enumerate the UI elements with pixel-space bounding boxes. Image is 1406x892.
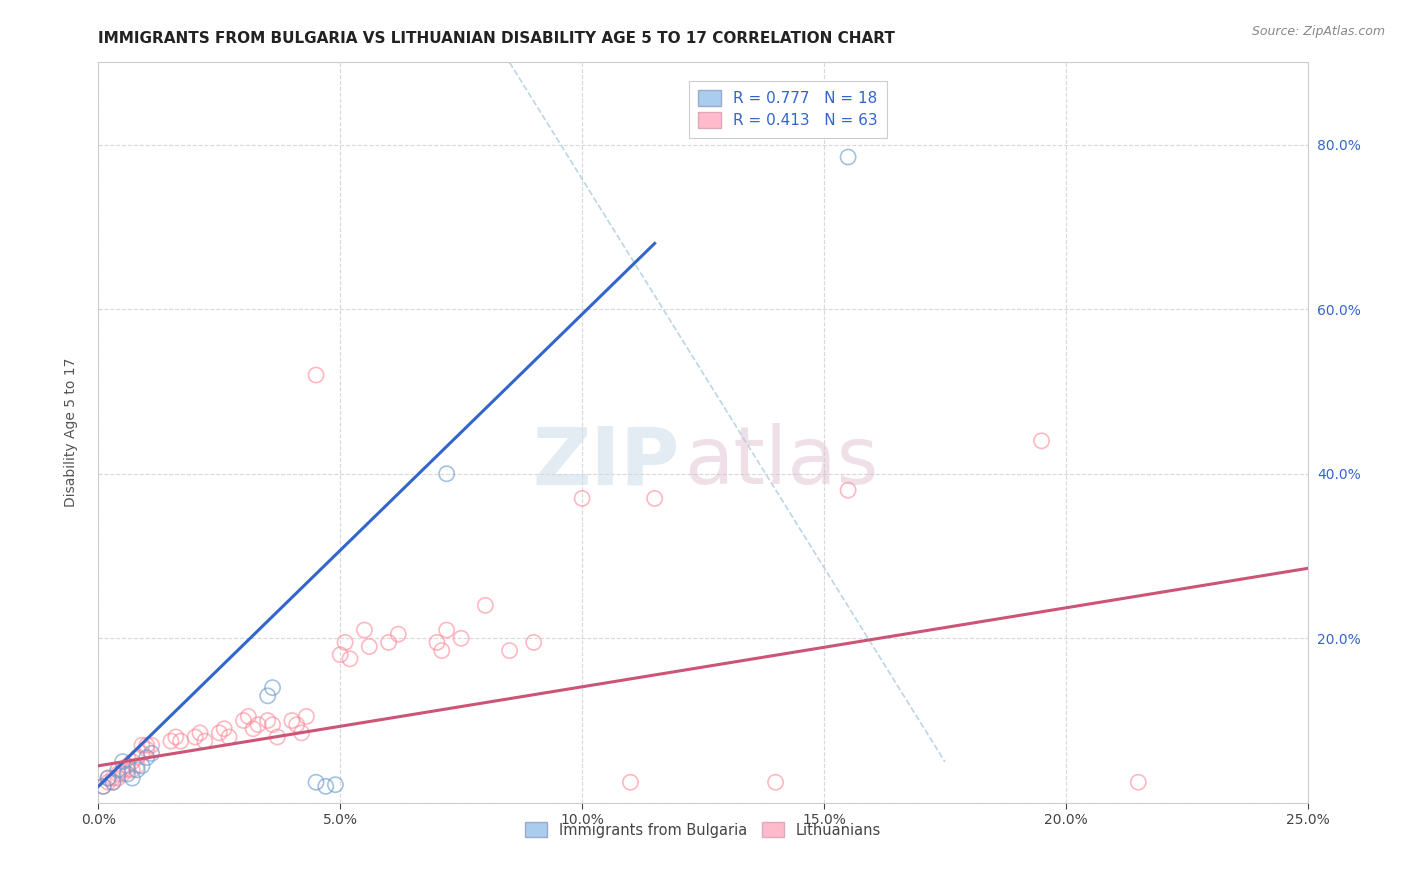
Point <box>247 717 270 731</box>
Point <box>232 714 254 728</box>
Point <box>474 599 496 613</box>
Point <box>325 778 347 792</box>
Point <box>218 730 240 744</box>
Point <box>135 750 157 764</box>
Point <box>107 763 129 777</box>
Text: Source: ZipAtlas.com: Source: ZipAtlas.com <box>1251 25 1385 38</box>
Point <box>121 763 143 777</box>
Point <box>285 717 308 731</box>
Point <box>765 775 787 789</box>
Y-axis label: Disability Age 5 to 17: Disability Age 5 to 17 <box>63 358 77 508</box>
Point <box>107 771 129 785</box>
Point <box>430 643 453 657</box>
Point <box>107 767 129 781</box>
Point <box>127 750 149 764</box>
Point <box>135 742 157 756</box>
Point <box>837 483 859 498</box>
Point <box>131 758 153 772</box>
Point <box>212 722 235 736</box>
Point <box>169 734 191 748</box>
Point <box>426 635 449 649</box>
Point <box>339 652 361 666</box>
Point <box>135 738 157 752</box>
Point <box>1031 434 1053 448</box>
Point <box>295 709 318 723</box>
Point <box>141 738 163 752</box>
Point <box>97 775 120 789</box>
Point <box>498 643 520 657</box>
Point <box>184 730 207 744</box>
Point <box>188 726 211 740</box>
Point <box>262 717 284 731</box>
Point <box>266 730 288 744</box>
Point <box>91 780 114 794</box>
Point <box>242 722 264 736</box>
Point <box>1128 775 1150 789</box>
Point <box>111 755 134 769</box>
Point <box>644 491 666 506</box>
Text: atlas: atlas <box>685 423 879 501</box>
Point <box>256 689 278 703</box>
Point <box>131 747 153 761</box>
Point <box>127 763 149 777</box>
Text: IMMIGRANTS FROM BULGARIA VS LITHUANIAN DISABILITY AGE 5 TO 17 CORRELATION CHART: IMMIGRANTS FROM BULGARIA VS LITHUANIAN D… <box>98 31 896 46</box>
Text: ZIP: ZIP <box>533 423 681 501</box>
Point <box>329 648 352 662</box>
Point <box>160 734 183 748</box>
Point <box>111 767 134 781</box>
Point <box>127 758 149 772</box>
Point <box>131 738 153 752</box>
Point <box>117 758 139 772</box>
Point <box>619 775 641 789</box>
Point <box>305 775 328 789</box>
Point <box>837 150 859 164</box>
Point <box>121 771 143 785</box>
Point <box>117 767 139 781</box>
Point <box>523 635 546 649</box>
Point <box>571 491 593 506</box>
Point <box>97 771 120 785</box>
Point <box>290 726 312 740</box>
Point <box>111 763 134 777</box>
Point <box>387 627 409 641</box>
Point <box>281 714 304 728</box>
Point <box>101 775 124 789</box>
Point <box>141 747 163 761</box>
Point <box>262 681 284 695</box>
Point <box>117 763 139 777</box>
Point <box>165 730 187 744</box>
Point <box>305 368 328 382</box>
Point <box>436 623 458 637</box>
Point <box>377 635 399 649</box>
Point <box>359 640 381 654</box>
Legend: Immigrants from Bulgaria, Lithuanians: Immigrants from Bulgaria, Lithuanians <box>520 816 886 844</box>
Point <box>333 635 356 649</box>
Point <box>450 632 472 646</box>
Point <box>101 775 124 789</box>
Point <box>121 755 143 769</box>
Point <box>97 771 120 785</box>
Point <box>194 734 217 748</box>
Point <box>208 726 231 740</box>
Point <box>315 780 337 794</box>
Point <box>256 714 278 728</box>
Point <box>353 623 375 637</box>
Point <box>238 709 260 723</box>
Point <box>436 467 458 481</box>
Point <box>91 780 114 794</box>
Point <box>101 771 124 785</box>
